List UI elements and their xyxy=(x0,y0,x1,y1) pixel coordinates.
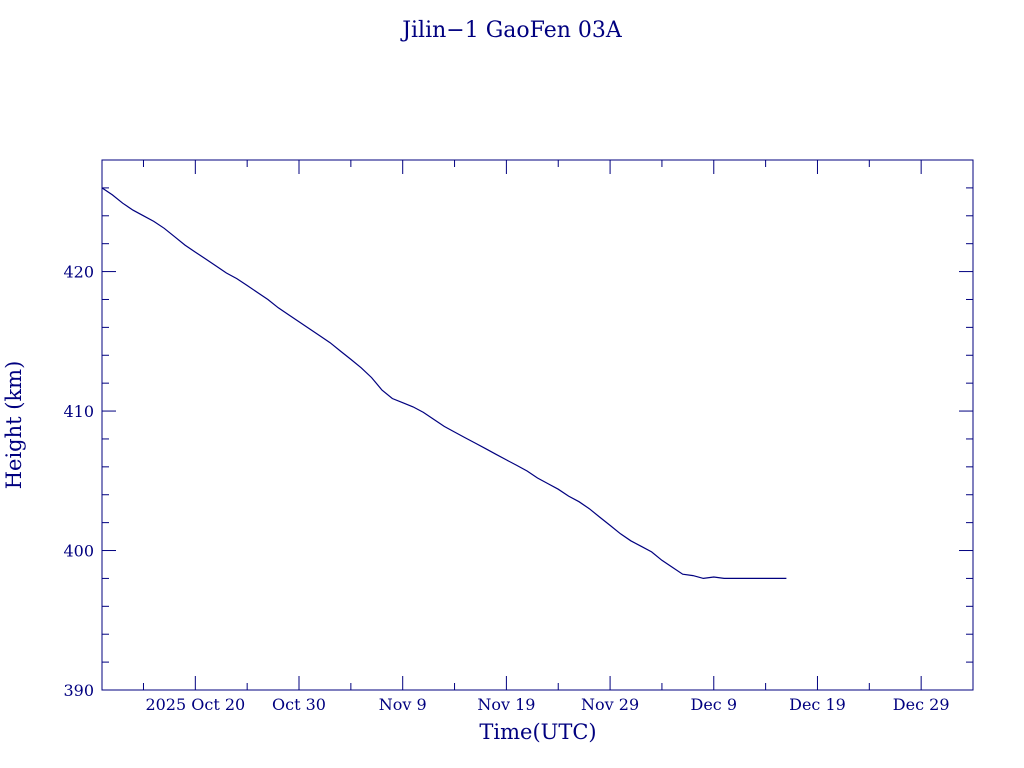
x-tick-label: Nov 9 xyxy=(379,695,427,714)
height-series-line xyxy=(101,187,787,580)
x-tick-label: Nov 29 xyxy=(581,695,639,714)
y-axis-label: Height (km) xyxy=(2,361,26,490)
chart-title: Jilin−1 GaoFen 03A xyxy=(400,18,623,43)
x-axis-label: Time(UTC) xyxy=(479,720,596,744)
y-tick-label: 410 xyxy=(63,402,94,421)
x-tick-label: Dec 29 xyxy=(893,695,950,714)
plot-area: 390 400 410 420 2025 Oct 20 Oct 30 Nov 9 Nov 19… xyxy=(63,159,974,714)
plot-frame xyxy=(101,159,974,691)
y-tick-label: 400 xyxy=(63,542,94,561)
x-tick-label: Nov 19 xyxy=(477,695,535,714)
x-tick-label: Dec 9 xyxy=(691,695,738,714)
y-tick-label: 390 xyxy=(63,681,94,700)
x-tick-label: Oct 30 xyxy=(272,695,326,714)
x-tick-label: 2025 Oct 20 xyxy=(145,695,245,714)
y-tick-label: 420 xyxy=(63,263,94,282)
x-tick-label: Dec 19 xyxy=(789,695,846,714)
